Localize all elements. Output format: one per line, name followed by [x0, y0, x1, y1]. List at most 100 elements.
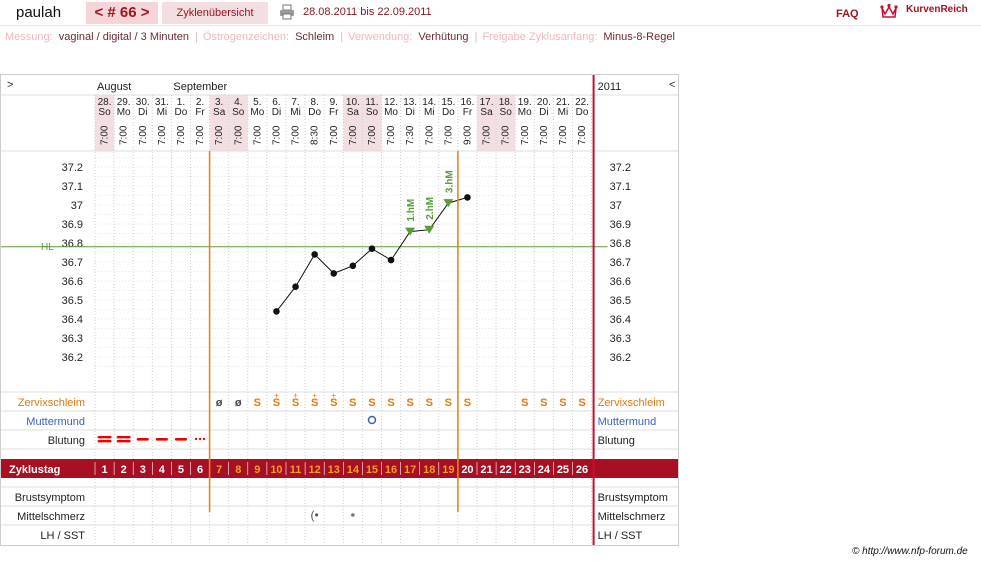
day-date: 12. — [384, 97, 398, 108]
printer-icon[interactable] — [279, 4, 295, 20]
y-tick-left: 36.2 — [62, 352, 83, 364]
day-weekday: Mi — [290, 107, 301, 118]
cycle-day-number: 19 — [442, 464, 454, 476]
month-label: August — [97, 81, 131, 93]
day-date: 19. — [518, 97, 532, 108]
day-weekday: Mo — [384, 107, 398, 118]
lh-label-left: LH / SST — [40, 530, 85, 542]
y-tick-left: 36.5 — [62, 295, 83, 307]
header-divider — [0, 25, 981, 26]
bleeding-medium — [174, 438, 187, 441]
cycle-day-number: 20 — [461, 464, 473, 476]
day-time: 7:00 — [424, 125, 435, 145]
day-date: 30. — [136, 97, 150, 108]
y-tick-left: 36.9 — [62, 219, 83, 231]
mucus-symbol: S — [349, 397, 356, 409]
date-range: 28.08.2011 bis 22.09.2011 — [303, 6, 432, 18]
day-date: 7. — [291, 97, 299, 108]
y-tick-right: 36.2 — [610, 352, 631, 364]
day-time: 7:00 — [329, 125, 340, 145]
day-weekday: Fr — [463, 107, 473, 118]
mucus-plus: + — [293, 391, 298, 400]
day-date: 14. — [422, 97, 436, 108]
mucus-symbol: S — [406, 397, 413, 409]
day-date: 22. — [575, 97, 589, 108]
mucus-symbol: ø — [235, 397, 242, 409]
high-temp-label: 1.hM — [406, 199, 417, 222]
cycle-overview-tab[interactable]: Zyklenübersicht — [162, 2, 268, 24]
bleeding-heavy — [97, 440, 112, 443]
cycle-navigator[interactable]: < # 66 > — [86, 2, 158, 24]
copyright: © http://www.nfp-forum.de — [852, 546, 968, 557]
day-weekday: Do — [442, 107, 455, 118]
day-time: 7:00 — [138, 125, 149, 145]
day-date: 5. — [253, 97, 261, 108]
bleeding-heavy — [116, 440, 131, 443]
cycle-day-number: 8 — [235, 464, 241, 476]
cycle-day-number: 13 — [328, 464, 340, 476]
bleeding-spotting — [194, 437, 198, 441]
midpain-label-right: Mittelschmerz — [598, 511, 666, 523]
mucus-symbol: S — [445, 397, 452, 409]
cycle-chart: > <2011 August September 28. So 7:00 29. Mo 7:00 3… — [0, 74, 679, 546]
day-date: 2. — [196, 97, 204, 108]
cervix-symbol — [367, 415, 377, 425]
mucus-plus: + — [331, 391, 336, 400]
day-weekday: Sa — [480, 107, 493, 118]
bleeding-spotting — [198, 437, 202, 441]
day-weekday: Mo — [117, 107, 131, 118]
day-date: 17. — [480, 97, 494, 108]
high-temp-marker — [443, 199, 454, 208]
day-time: 7:00 — [100, 125, 111, 145]
weekend-shade — [209, 95, 229, 151]
mucus-symbol: S — [330, 397, 337, 409]
cycle-day-number: 5 — [178, 464, 184, 476]
day-weekday: Di — [405, 107, 414, 118]
midpain-dot — [351, 513, 355, 517]
cycle-day-number: 4 — [159, 464, 166, 476]
user-tab[interactable]: paulah — [0, 0, 80, 26]
day-weekday: So — [366, 107, 379, 118]
cycle-day-number: 18 — [423, 464, 435, 476]
cycle-day-number: 11 — [290, 464, 302, 476]
usage-value: Verhütung — [418, 31, 469, 43]
measurement-value: vaginal / digital / 3 Minuten — [58, 31, 189, 43]
cycle-day-number: 26 — [576, 464, 588, 476]
day-weekday: Fr — [195, 107, 205, 118]
day-time: 7:00 — [482, 125, 493, 145]
release-label: Freigabe Zyklusanfang: — [482, 31, 598, 43]
mucus-symbol: S — [254, 397, 261, 409]
weekend-shade — [362, 95, 382, 151]
mucus-symbol: S — [292, 397, 299, 409]
estrogen-value: Schleim — [295, 31, 335, 43]
cycle-day-label: Zyklustag — [9, 464, 60, 476]
day-date: 1. — [177, 97, 185, 108]
cycle-day-number: 1 — [101, 464, 107, 476]
mucus-symbol: ø — [216, 397, 223, 409]
bleeding-label-right: Blutung — [598, 435, 635, 447]
cycle-day-number: 21 — [480, 464, 492, 476]
faq-link[interactable]: FAQ — [836, 8, 859, 20]
day-weekday: So — [232, 107, 245, 118]
day-weekday: Fr — [329, 107, 339, 118]
high-temp-marker — [405, 227, 416, 236]
day-time: 7:00 — [271, 125, 282, 145]
mucus-symbol: S — [521, 397, 528, 409]
day-weekday: Sa — [347, 107, 360, 118]
high-temp-label: 3.hM — [444, 170, 455, 193]
day-date: 8. — [310, 97, 318, 108]
mucus-symbol: S — [540, 397, 547, 409]
mucus-symbol: S — [426, 397, 433, 409]
cycle-day-number: 3 — [140, 464, 146, 476]
temperature-point — [292, 283, 299, 290]
cycle-day-band — [1, 459, 678, 478]
y-tick-left: 36.3 — [62, 333, 83, 345]
midpain-symbol: (• — [311, 508, 319, 522]
day-time: 8:30 — [310, 125, 321, 145]
day-time: 7:00 — [176, 125, 187, 145]
day-time: 7:00 — [501, 125, 512, 145]
day-date: 29. — [117, 97, 131, 108]
day-time: 7:00 — [252, 125, 263, 145]
cervix-label-left: Muttermund — [26, 416, 85, 428]
day-weekday: Di — [272, 107, 281, 118]
